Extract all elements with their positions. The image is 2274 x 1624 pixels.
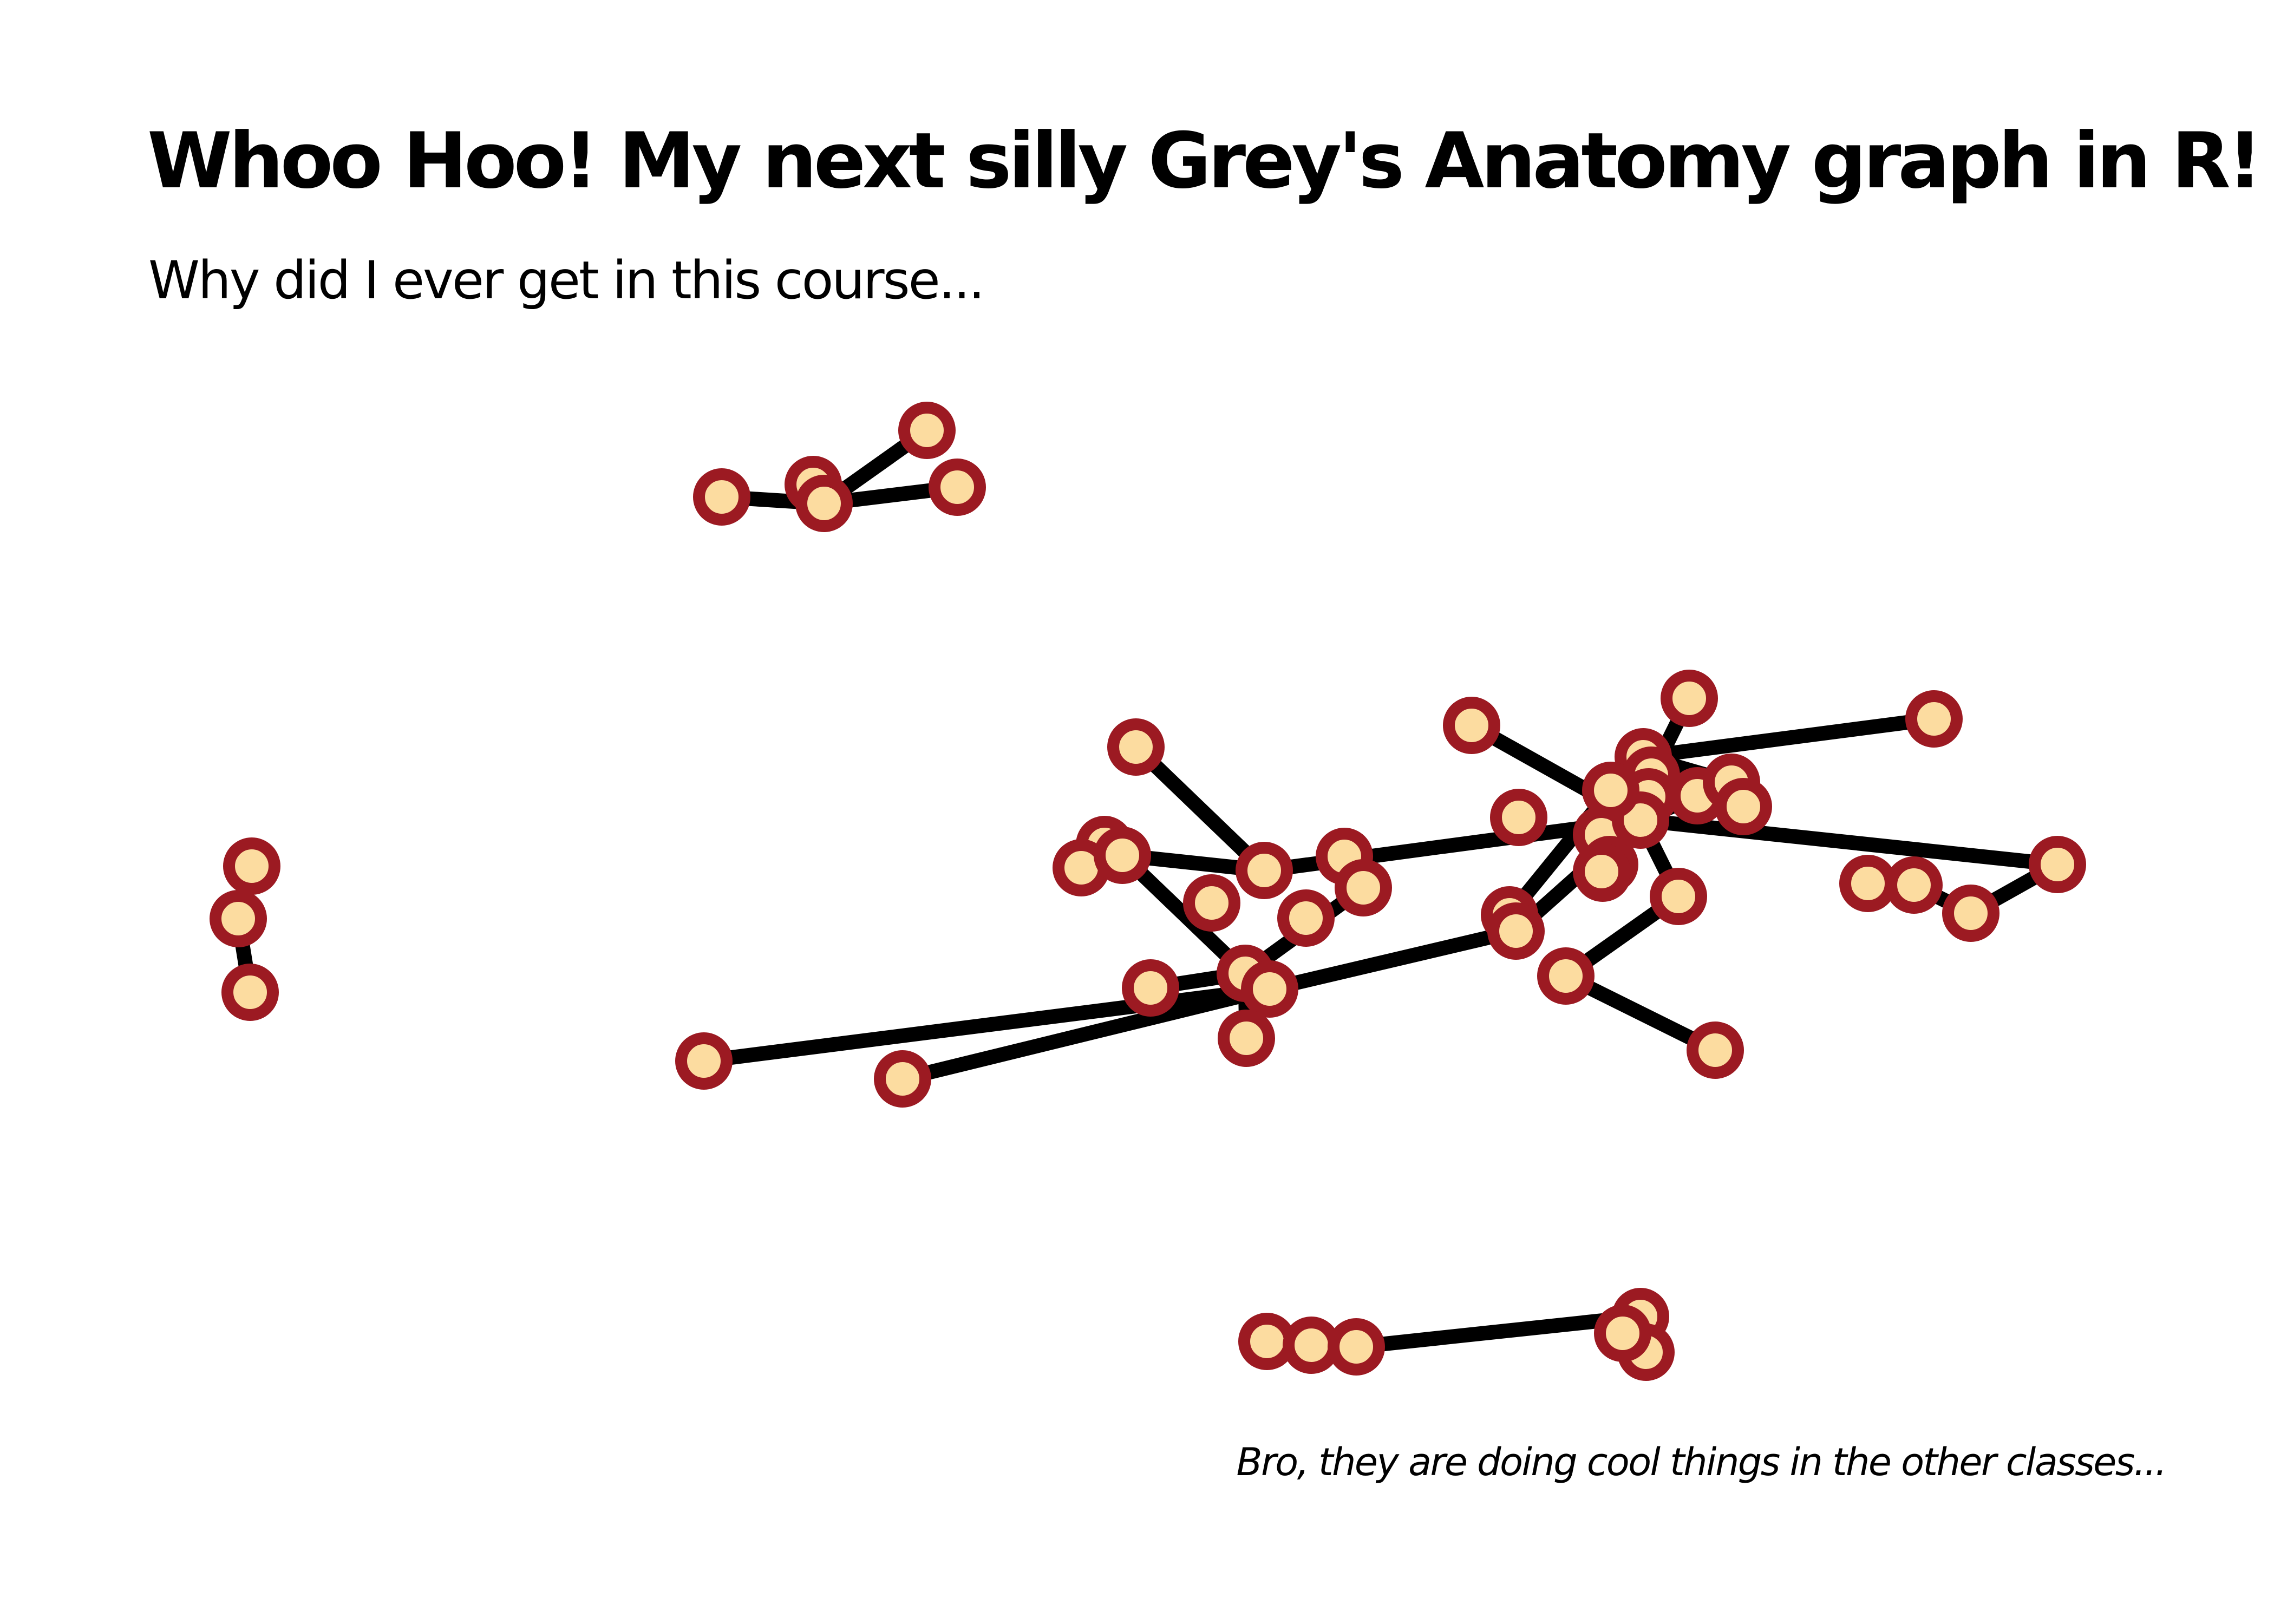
graph-edges xyxy=(231,423,2065,1360)
graph-node xyxy=(1839,855,1897,912)
graph-node xyxy=(898,402,956,459)
graph-node xyxy=(210,890,267,947)
graph-node xyxy=(1443,697,1500,754)
graph-node xyxy=(1715,778,1772,835)
graph-node xyxy=(1236,842,1293,899)
graph-node xyxy=(1942,885,1999,942)
graph-edge xyxy=(1633,813,2065,872)
graph-node xyxy=(1537,947,1595,1005)
graph-node xyxy=(929,459,986,516)
graph-node xyxy=(1650,868,1707,925)
graph-node xyxy=(675,1032,733,1090)
graph-node xyxy=(693,468,750,526)
graph-edge xyxy=(1262,924,1524,997)
graph-node xyxy=(221,964,279,1021)
graph-node xyxy=(874,1050,931,1108)
graph-node xyxy=(1573,843,1630,900)
graph-node xyxy=(1283,1317,1340,1374)
graph-node xyxy=(795,475,853,532)
graph-node xyxy=(1885,856,1943,914)
graph-node xyxy=(1490,789,1547,846)
graph-node xyxy=(223,837,280,895)
graph-edge xyxy=(1128,739,1272,878)
chart-title: Whoo Hoo! My next silly Grey's Anatomy g… xyxy=(147,116,2263,206)
graph-node xyxy=(1122,959,1179,1017)
graph-node xyxy=(1238,1313,1296,1370)
graph-node xyxy=(1582,762,1639,819)
graph-node xyxy=(1328,1318,1385,1376)
graph-node xyxy=(1594,1305,1651,1362)
graph-node xyxy=(1183,874,1240,932)
graph-node xyxy=(1241,960,1298,1018)
graph-edge xyxy=(696,981,1277,1069)
graph-node xyxy=(1661,670,1718,727)
graph-node xyxy=(1687,1021,1744,1079)
graph-node xyxy=(1905,690,1963,748)
graph-node xyxy=(1094,827,1151,884)
graph-node xyxy=(1335,859,1392,916)
graph-edge xyxy=(1636,711,1942,764)
chart-subtitle: Why did I ever get in this course... xyxy=(148,250,985,311)
graph-nodes xyxy=(210,402,2086,1381)
graph-node xyxy=(1218,1010,1275,1067)
graph-node xyxy=(2029,836,2086,893)
graph-node xyxy=(1277,889,1335,947)
chart-caption: Bro, they are doing cool things in the o… xyxy=(1236,1440,2167,1484)
graph-node xyxy=(1107,718,1165,776)
graph-node xyxy=(1487,902,1545,960)
graph-edge xyxy=(1349,1309,1648,1354)
